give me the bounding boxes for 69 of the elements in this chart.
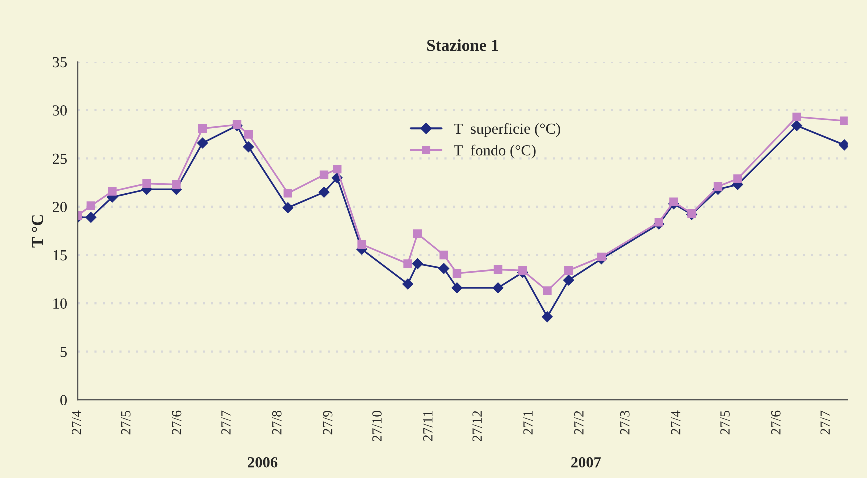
point: [86, 212, 97, 224]
y-tick-label: 35: [53, 57, 68, 68]
x-tick-label: 27/10: [372, 411, 382, 442]
point: [86, 202, 96, 210]
point: [440, 250, 448, 260]
point: [413, 230, 422, 238]
x-tick-label: 27/5: [720, 411, 730, 435]
point: [518, 266, 528, 276]
x-tick-label: 27/11: [423, 411, 433, 442]
x-tick-label: 27/9: [323, 411, 333, 435]
point: [542, 312, 553, 322]
point: [597, 252, 606, 262]
point: [492, 282, 504, 294]
x-tick-label: 27/2: [574, 411, 584, 435]
x-tick-label: 27/1: [524, 411, 533, 435]
point: [142, 179, 152, 188]
y-axis-title: T °C: [32, 216, 44, 248]
point: [543, 286, 552, 296]
y-tick-label: 0: [60, 395, 68, 406]
legend-label: T superficie (°C): [454, 123, 560, 138]
point: [197, 138, 208, 149]
x-tick-label: 27/7: [222, 410, 231, 435]
text: 2007: [572, 457, 602, 468]
point: [438, 263, 450, 274]
y-tick-label: 20: [53, 202, 68, 212]
x-tick-label: 27/12: [472, 411, 482, 442]
point: [244, 130, 254, 139]
x-tick-label: 27/4: [72, 410, 82, 435]
chart-title: Stazione 1: [428, 39, 498, 52]
x-tick-label: 27/8: [272, 411, 282, 435]
x-tick-label: 27/4: [671, 410, 681, 435]
point: [714, 182, 723, 192]
point: [404, 260, 412, 268]
point: [452, 269, 462, 278]
point: [108, 187, 117, 196]
point: [840, 116, 848, 126]
point: [318, 187, 330, 198]
point: [654, 218, 664, 227]
text: 2006: [248, 457, 278, 468]
point: [402, 278, 414, 290]
point: [333, 164, 342, 174]
point: [358, 240, 366, 249]
point: [564, 266, 574, 276]
point: [282, 202, 294, 214]
point: [172, 180, 181, 190]
legend-label: T fondo (°C): [454, 144, 536, 159]
point: [412, 258, 424, 270]
x-tick-label: 27/5: [121, 411, 131, 435]
point: [232, 120, 242, 130]
point: [670, 198, 678, 206]
x-tick-label: 27/6: [172, 410, 182, 435]
point: [494, 265, 503, 274]
point: [563, 274, 574, 286]
y-tick-label: 10: [54, 298, 68, 309]
point: [792, 120, 802, 132]
y-tick-label: 5: [60, 347, 68, 358]
y-tick-label: 25: [53, 154, 68, 164]
point: [284, 189, 292, 198]
point: [734, 174, 742, 184]
point: [452, 282, 463, 294]
y-tick-label: 15: [54, 250, 68, 261]
point: [198, 124, 208, 134]
point: [243, 142, 254, 153]
y-tick-label: 30: [53, 106, 68, 116]
x-tick-label: 27/3: [620, 411, 630, 435]
point: [320, 170, 329, 180]
x-tick-label: 27/7: [820, 410, 830, 435]
point: [792, 112, 802, 122]
x-tick-label: 27/6: [771, 410, 781, 435]
